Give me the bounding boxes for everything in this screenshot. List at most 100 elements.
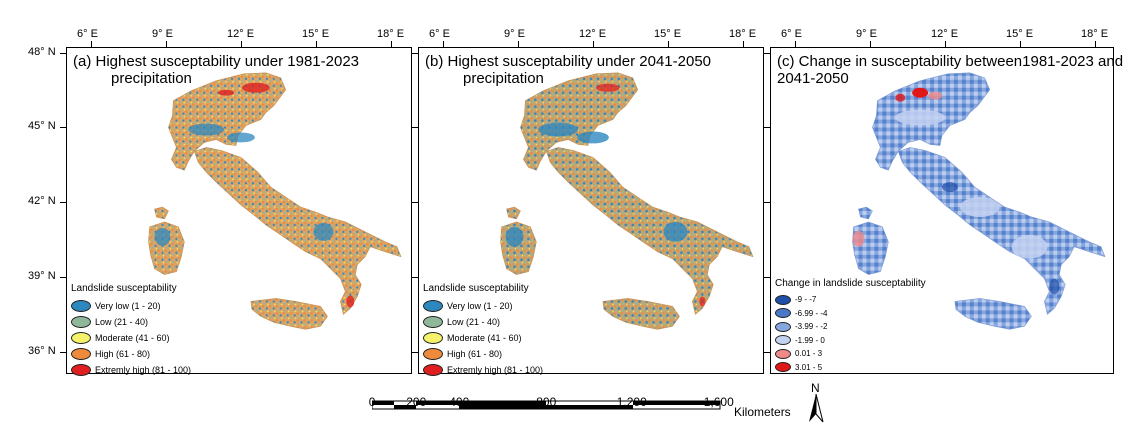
longitude-tick <box>1020 41 1021 47</box>
scale-bar <box>372 400 721 410</box>
legend-swatch <box>423 348 443 360</box>
legend-label: -6.99 - -4 <box>795 308 828 318</box>
legend-label: Very low (1 - 20) <box>447 301 513 311</box>
legend-label: -3.99 - -2 <box>795 322 828 332</box>
panel-b-title-line1: (b) Highest susceptability under 2041-20… <box>425 53 712 70</box>
legend-item: Very low (1 - 20) <box>71 298 191 314</box>
legend-item: 0.01 - 3 <box>775 347 926 361</box>
latitude-tick <box>60 127 66 128</box>
scale-label: 200 <box>406 395 427 409</box>
latitude-tick <box>60 277 66 278</box>
panel-b-title: (b) Highest susceptability under 2041-20… <box>425 53 711 87</box>
latitude-tick <box>60 53 66 54</box>
legend-label: Low (21 - 40) <box>447 317 501 327</box>
legend-label: -9 - -7 <box>795 295 817 305</box>
legend-swatch <box>423 300 443 312</box>
legend-label: Moderate (41 - 60) <box>95 333 170 343</box>
panel-c-title: (c) Change in susceptability between1981… <box>777 53 1123 87</box>
longitude-label: 6° E <box>77 28 98 40</box>
longitude-tick <box>518 41 519 47</box>
legend-item: Low (21 - 40) <box>71 314 191 330</box>
map-panel-c: (c) Change in susceptability between1981… <box>770 47 1123 374</box>
panel-b-title-line2: precipitation <box>463 70 544 87</box>
legend-item: -3.99 - -2 <box>775 320 926 334</box>
panel-a-title-line1: (a) Highest susceptability under 1981-20… <box>73 53 360 70</box>
map-panel-a: (a) Highest susceptability under 1981-20… <box>66 47 412 376</box>
legend-swatch <box>71 316 91 328</box>
longitude-label: 9° E <box>504 28 525 40</box>
legend-swatch <box>775 335 791 346</box>
longitude-label: 15° E <box>654 28 682 40</box>
longitude-tick <box>166 41 167 47</box>
legend-item: Extremly high (81 - 100) <box>423 362 543 378</box>
legend-label: Very low (1 - 20) <box>95 301 161 311</box>
legend-swatch <box>775 308 791 319</box>
longitude-label: 12° E <box>579 28 607 40</box>
longitude-tick <box>391 41 392 47</box>
legend-swatch <box>775 348 791 359</box>
latitude-tick <box>60 352 66 353</box>
longitude-label: 12° E <box>227 28 255 40</box>
legend-swatch <box>423 332 443 344</box>
legend-item: Low (21 - 40) <box>423 314 543 330</box>
legend-swatch <box>423 364 443 376</box>
legend-swatch <box>775 294 791 305</box>
legend-swatch <box>423 316 443 328</box>
longitude-tick <box>241 41 242 47</box>
legend-swatch <box>71 364 91 376</box>
legend-item: -9 - -7 <box>775 293 926 307</box>
italy-map-b <box>500 72 754 330</box>
latitude-label: 45° N <box>28 120 56 132</box>
legend-item: -1.99 - 0 <box>775 334 926 348</box>
scale-unit: Kilometers <box>734 405 791 419</box>
legend-item: Very low (1 - 20) <box>423 298 543 314</box>
longitude-label: 9° E <box>856 28 877 40</box>
legend-swatch <box>775 362 791 373</box>
legend-label: Extremly high (81 - 100) <box>95 365 192 375</box>
italy-map-a <box>148 72 402 330</box>
longitude-tick <box>1095 41 1096 47</box>
legend-label: Extremly high (81 - 100) <box>447 365 544 375</box>
legend-swatch <box>71 348 91 360</box>
longitude-tick <box>945 41 946 47</box>
legend-item: Moderate (41 - 60) <box>71 330 191 346</box>
longitude-label: 18° E <box>377 28 405 40</box>
panel-a-legend: Landslide susceptability Very low (1 - 2… <box>71 283 191 378</box>
longitude-label: 12° E <box>931 28 959 40</box>
legend-swatch <box>71 332 91 344</box>
map-panel-b: (b) Highest susceptability under 2041-20… <box>418 47 764 376</box>
longitude-label: 9° E <box>152 28 173 40</box>
scale-label: 400 <box>449 395 470 409</box>
legend-swatch <box>775 321 791 332</box>
legend-label: Low (21 - 40) <box>95 317 149 327</box>
legend-title: Change in landslide susceptability <box>775 278 926 289</box>
legend-title: Landslide susceptability <box>71 283 177 294</box>
legend-swatch <box>71 300 91 312</box>
north-arrow: N <box>806 381 826 423</box>
panel-c-title-line2: 2041-2050 <box>777 70 849 87</box>
longitude-label: 18° E <box>729 28 757 40</box>
latitude-tick <box>60 202 66 203</box>
longitude-tick <box>870 41 871 47</box>
latitude-label: 39° N <box>28 270 56 282</box>
legend-label: 0.01 - 3 <box>795 349 823 359</box>
north-label: N <box>811 381 820 395</box>
legend-title: Landslide susceptability <box>423 283 529 294</box>
scale-label: 0 <box>368 395 376 409</box>
panel-c-legend: Change in landslide susceptability -9 - … <box>775 278 926 374</box>
longitude-label: 18° E <box>1081 28 1109 40</box>
legend-label: -1.99 - 0 <box>795 335 825 345</box>
legend-item: High (61 - 80) <box>71 346 191 362</box>
legend-label: High (61 - 80) <box>95 349 151 359</box>
panel-b-legend: Landslide susceptability Very low (1 - 2… <box>423 283 543 378</box>
scale-label: 800 <box>536 395 557 409</box>
longitude-tick <box>91 41 92 47</box>
panel-a-title: (a) Highest susceptability under 1981-20… <box>73 53 359 87</box>
longitude-tick <box>443 41 444 47</box>
italy-map-c <box>852 72 1106 330</box>
latitude-label: 36° N <box>28 345 56 357</box>
latitude-label: 42° N <box>28 195 56 207</box>
longitude-label: 6° E <box>429 28 450 40</box>
legend-item: 3.01 - 5 <box>775 361 926 375</box>
scale-label: 1,200 <box>616 395 647 409</box>
